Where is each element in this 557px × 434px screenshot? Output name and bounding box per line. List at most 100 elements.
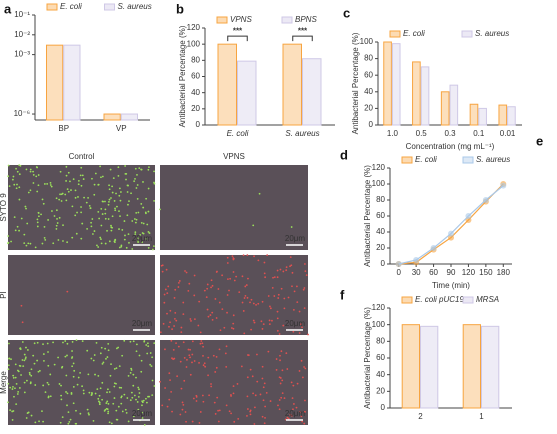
bar [46, 44, 64, 121]
scale-bar-label: 20μm [285, 319, 306, 328]
y-tick-label: 120 [187, 23, 201, 32]
cell [93, 183, 96, 186]
scale-bar-label: 20μm [132, 319, 153, 328]
cell [168, 372, 171, 375]
cell [123, 393, 126, 396]
cell [142, 222, 145, 225]
cell [207, 315, 210, 318]
cell [16, 393, 19, 395]
cell [124, 408, 127, 411]
cell [44, 239, 47, 241]
legend-label: MRSA [476, 295, 499, 304]
cell [100, 238, 102, 241]
cell [43, 183, 46, 185]
y-tick-label: 0 [381, 403, 386, 412]
y-tick-label: 100 [372, 179, 386, 188]
y-tick-label: 20 [191, 104, 200, 113]
cell [187, 348, 190, 351]
cell [43, 225, 46, 228]
cell [170, 390, 173, 393]
cell [292, 384, 295, 387]
legend-label: E. coli pUC19 [415, 295, 464, 304]
cell [176, 375, 179, 378]
cell [145, 397, 147, 400]
cell [180, 331, 183, 334]
cell [215, 317, 218, 319]
cell [37, 211, 40, 214]
cell [79, 174, 82, 177]
cell [276, 276, 279, 279]
cell [18, 364, 21, 367]
cell [14, 387, 16, 390]
cell [55, 197, 58, 200]
cell [223, 326, 226, 329]
cell [131, 220, 134, 222]
cell [25, 207, 27, 210]
cell [98, 217, 101, 220]
cell [269, 305, 271, 308]
y-axis-label: Antibacterial Percentage (%) [363, 307, 372, 409]
cell [74, 189, 77, 192]
y-tick-label: 10⁻³ [14, 50, 30, 59]
cell [283, 397, 286, 400]
cell [260, 320, 263, 323]
cell [89, 207, 92, 209]
cell [193, 274, 196, 277]
cell [264, 416, 266, 419]
cell [265, 392, 268, 394]
cell [23, 391, 26, 394]
cell [66, 392, 69, 395]
cell [146, 401, 148, 404]
cell [71, 350, 73, 352]
cell [12, 175, 15, 178]
cell [232, 385, 235, 388]
cell [30, 414, 33, 417]
cell [70, 189, 72, 191]
cell [273, 276, 276, 279]
cell [266, 254, 269, 257]
cell [111, 191, 114, 194]
cell [153, 170, 155, 173]
cell [91, 177, 93, 180]
cell [210, 279, 213, 282]
cell [18, 387, 21, 389]
cell [36, 225, 39, 228]
cell [263, 382, 266, 385]
cell [16, 183, 18, 186]
bracket [292, 35, 313, 42]
cell [100, 207, 103, 210]
cell [246, 254, 249, 257]
cell [20, 304, 23, 307]
cell [47, 351, 49, 353]
cell [117, 346, 120, 349]
cell [257, 259, 260, 262]
cell [58, 383, 61, 385]
cell [240, 365, 243, 368]
cell [163, 293, 166, 296]
scale-bar-label: 20μm [132, 234, 153, 243]
bar [391, 43, 401, 126]
cell [8, 342, 10, 345]
cell [115, 418, 118, 421]
cell [263, 272, 266, 275]
cell [143, 423, 146, 426]
cell [41, 242, 44, 245]
cell [153, 181, 155, 184]
cell [83, 196, 85, 199]
cell [106, 391, 108, 394]
cell [100, 346, 103, 349]
cell [221, 274, 224, 277]
cell [208, 394, 211, 397]
cell [99, 236, 102, 239]
cell [42, 353, 45, 355]
cell [291, 271, 294, 274]
cell [71, 341, 74, 343]
cell [164, 288, 167, 291]
cell [246, 395, 249, 398]
cell [206, 283, 209, 286]
cell [111, 215, 114, 218]
cell [76, 383, 79, 386]
cell [135, 187, 138, 189]
cell [134, 233, 137, 236]
